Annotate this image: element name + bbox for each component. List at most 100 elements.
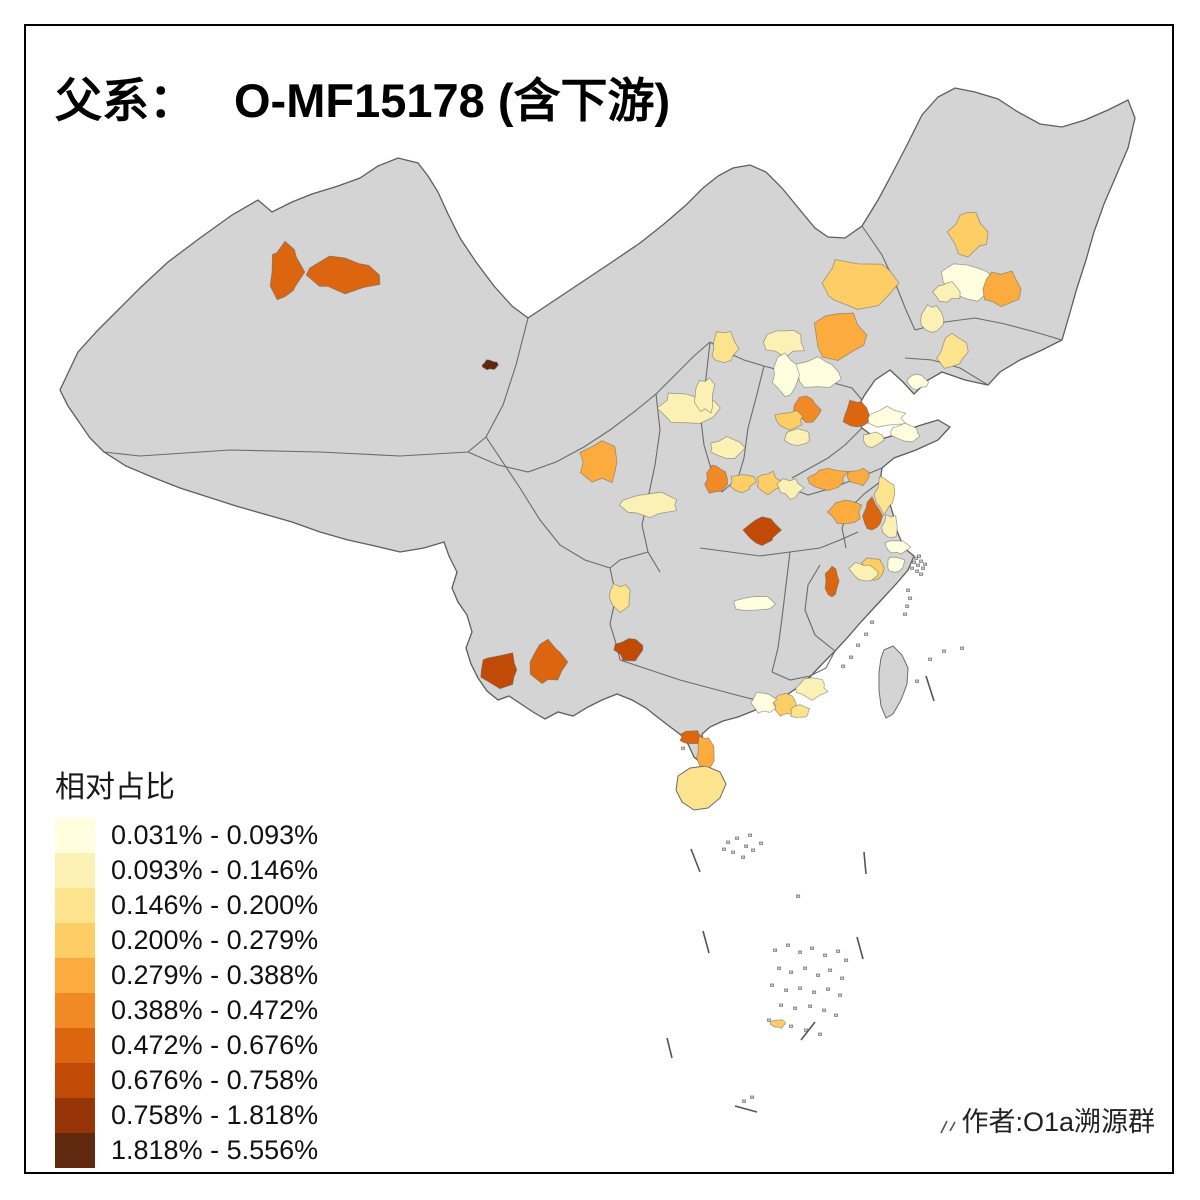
small-island-dot (928, 657, 933, 661)
legend-item: 0.031% - 0.093% (55, 818, 318, 853)
small-island-dot (823, 953, 828, 957)
prefecture-region (873, 475, 896, 516)
legend-swatch (55, 923, 95, 958)
small-island-dot (750, 1095, 755, 1099)
small-island-dot (748, 833, 753, 837)
province-border-line (619, 659, 765, 703)
legend-swatch (55, 1028, 95, 1063)
legend-range-label: 0.146% - 0.200% (111, 890, 319, 920)
legend-item: 0.279% - 0.388% (55, 958, 318, 993)
prefecture-region (776, 478, 805, 500)
small-island-dot (818, 1032, 823, 1036)
small-island-dot (796, 894, 801, 898)
legend-swatch (55, 853, 95, 888)
nine-dash-line-segment (690, 848, 701, 873)
small-island-dot (916, 563, 921, 567)
legend-swatch (55, 958, 95, 993)
small-island-dot (917, 554, 922, 558)
small-island-dot (722, 847, 727, 851)
nine-dash-line-segment (940, 1120, 948, 1134)
prefecture-region (696, 735, 715, 769)
prefecture-region (813, 312, 868, 361)
small-island-dot (798, 950, 803, 954)
taiwan-island-shape (878, 645, 909, 719)
small-island-dot (789, 1024, 794, 1028)
legend-range-label: 0.758% - 1.818% (111, 1100, 319, 1130)
nine-dash-line-segment (925, 675, 935, 702)
nine-dash-line-segment (863, 851, 867, 875)
small-island-dot (942, 649, 947, 653)
prefecture-region (890, 422, 921, 443)
small-island-dot (836, 949, 841, 953)
prefecture-region (862, 495, 884, 531)
small-island-dot (915, 569, 920, 573)
small-island-dot (822, 1008, 827, 1012)
prefecture-region (579, 440, 618, 484)
legend-item: 0.676% - 0.758% (55, 1063, 318, 1098)
small-island-dot (864, 632, 869, 636)
nine-dash-line-segment (856, 936, 864, 960)
legend-item: 0.758% - 1.818% (55, 1098, 318, 1133)
small-island-dot (751, 848, 756, 852)
small-island-dot (910, 566, 915, 570)
legend-range-label: 1.818% - 5.556% (111, 1135, 319, 1165)
province-border-line (485, 436, 611, 569)
small-island-dot (770, 983, 775, 987)
small-island-dot (906, 588, 911, 592)
prefecture-region (481, 359, 499, 371)
prefecture-region (932, 281, 961, 303)
prefecture-region (693, 377, 716, 414)
legend-range-label: 0.093% - 0.146% (111, 855, 319, 885)
nine-dash-line-segment (949, 1121, 956, 1132)
prefecture-region (733, 596, 776, 611)
nine-dash-line-segment (702, 930, 710, 954)
province-border-line (804, 564, 836, 652)
prefecture-region (769, 1019, 786, 1029)
small-island-dot (840, 976, 845, 980)
legend-item: 0.146% - 0.200% (55, 888, 318, 923)
legend-item: 0.472% - 0.676% (55, 1028, 318, 1063)
prefecture-region (936, 332, 969, 369)
small-island-dot (798, 986, 803, 990)
small-island-dot (816, 973, 821, 977)
legend: 相对占比 0.031% - 0.093% 0.093% - 0.146% 0.146… (55, 762, 318, 1168)
prefecture-region (529, 638, 569, 684)
prefecture-region (824, 565, 840, 598)
prefecture-region (848, 561, 879, 582)
prefecture-region (846, 467, 870, 487)
province-border-line (609, 551, 649, 569)
small-island-dot (784, 988, 789, 992)
small-island-dot (812, 990, 817, 994)
province-border-line (771, 551, 791, 673)
province-border-line (103, 449, 469, 457)
small-island-dot (742, 1099, 747, 1103)
legend-swatch (55, 888, 95, 923)
small-island-dot (921, 566, 926, 570)
prefecture-region (750, 691, 778, 714)
prefecture-region (842, 399, 870, 428)
small-island-dot (912, 560, 917, 564)
small-island-dot (808, 1004, 813, 1008)
prefecture-region (608, 582, 631, 614)
small-island-dot (681, 746, 686, 750)
province-border-line (467, 341, 711, 473)
small-island-dot (849, 655, 854, 659)
small-island-dot (759, 841, 764, 845)
small-island-dot (810, 946, 815, 950)
small-island-dot (773, 948, 778, 952)
small-island-dot (793, 1006, 798, 1010)
prefecture-region (946, 211, 989, 258)
small-island-dot (828, 968, 833, 972)
hainan-island-shape (675, 765, 727, 811)
small-island-dot (870, 620, 875, 624)
prefecture-region (806, 467, 850, 492)
nine-dash-line-segment (666, 1037, 673, 1059)
legend-item: 0.200% - 0.279% (55, 923, 318, 958)
prefecture-region (269, 240, 306, 301)
prefecture-region (742, 516, 782, 546)
prefecture-region (756, 470, 784, 496)
small-island-dot (834, 1013, 839, 1017)
prefecture-region (862, 431, 886, 448)
